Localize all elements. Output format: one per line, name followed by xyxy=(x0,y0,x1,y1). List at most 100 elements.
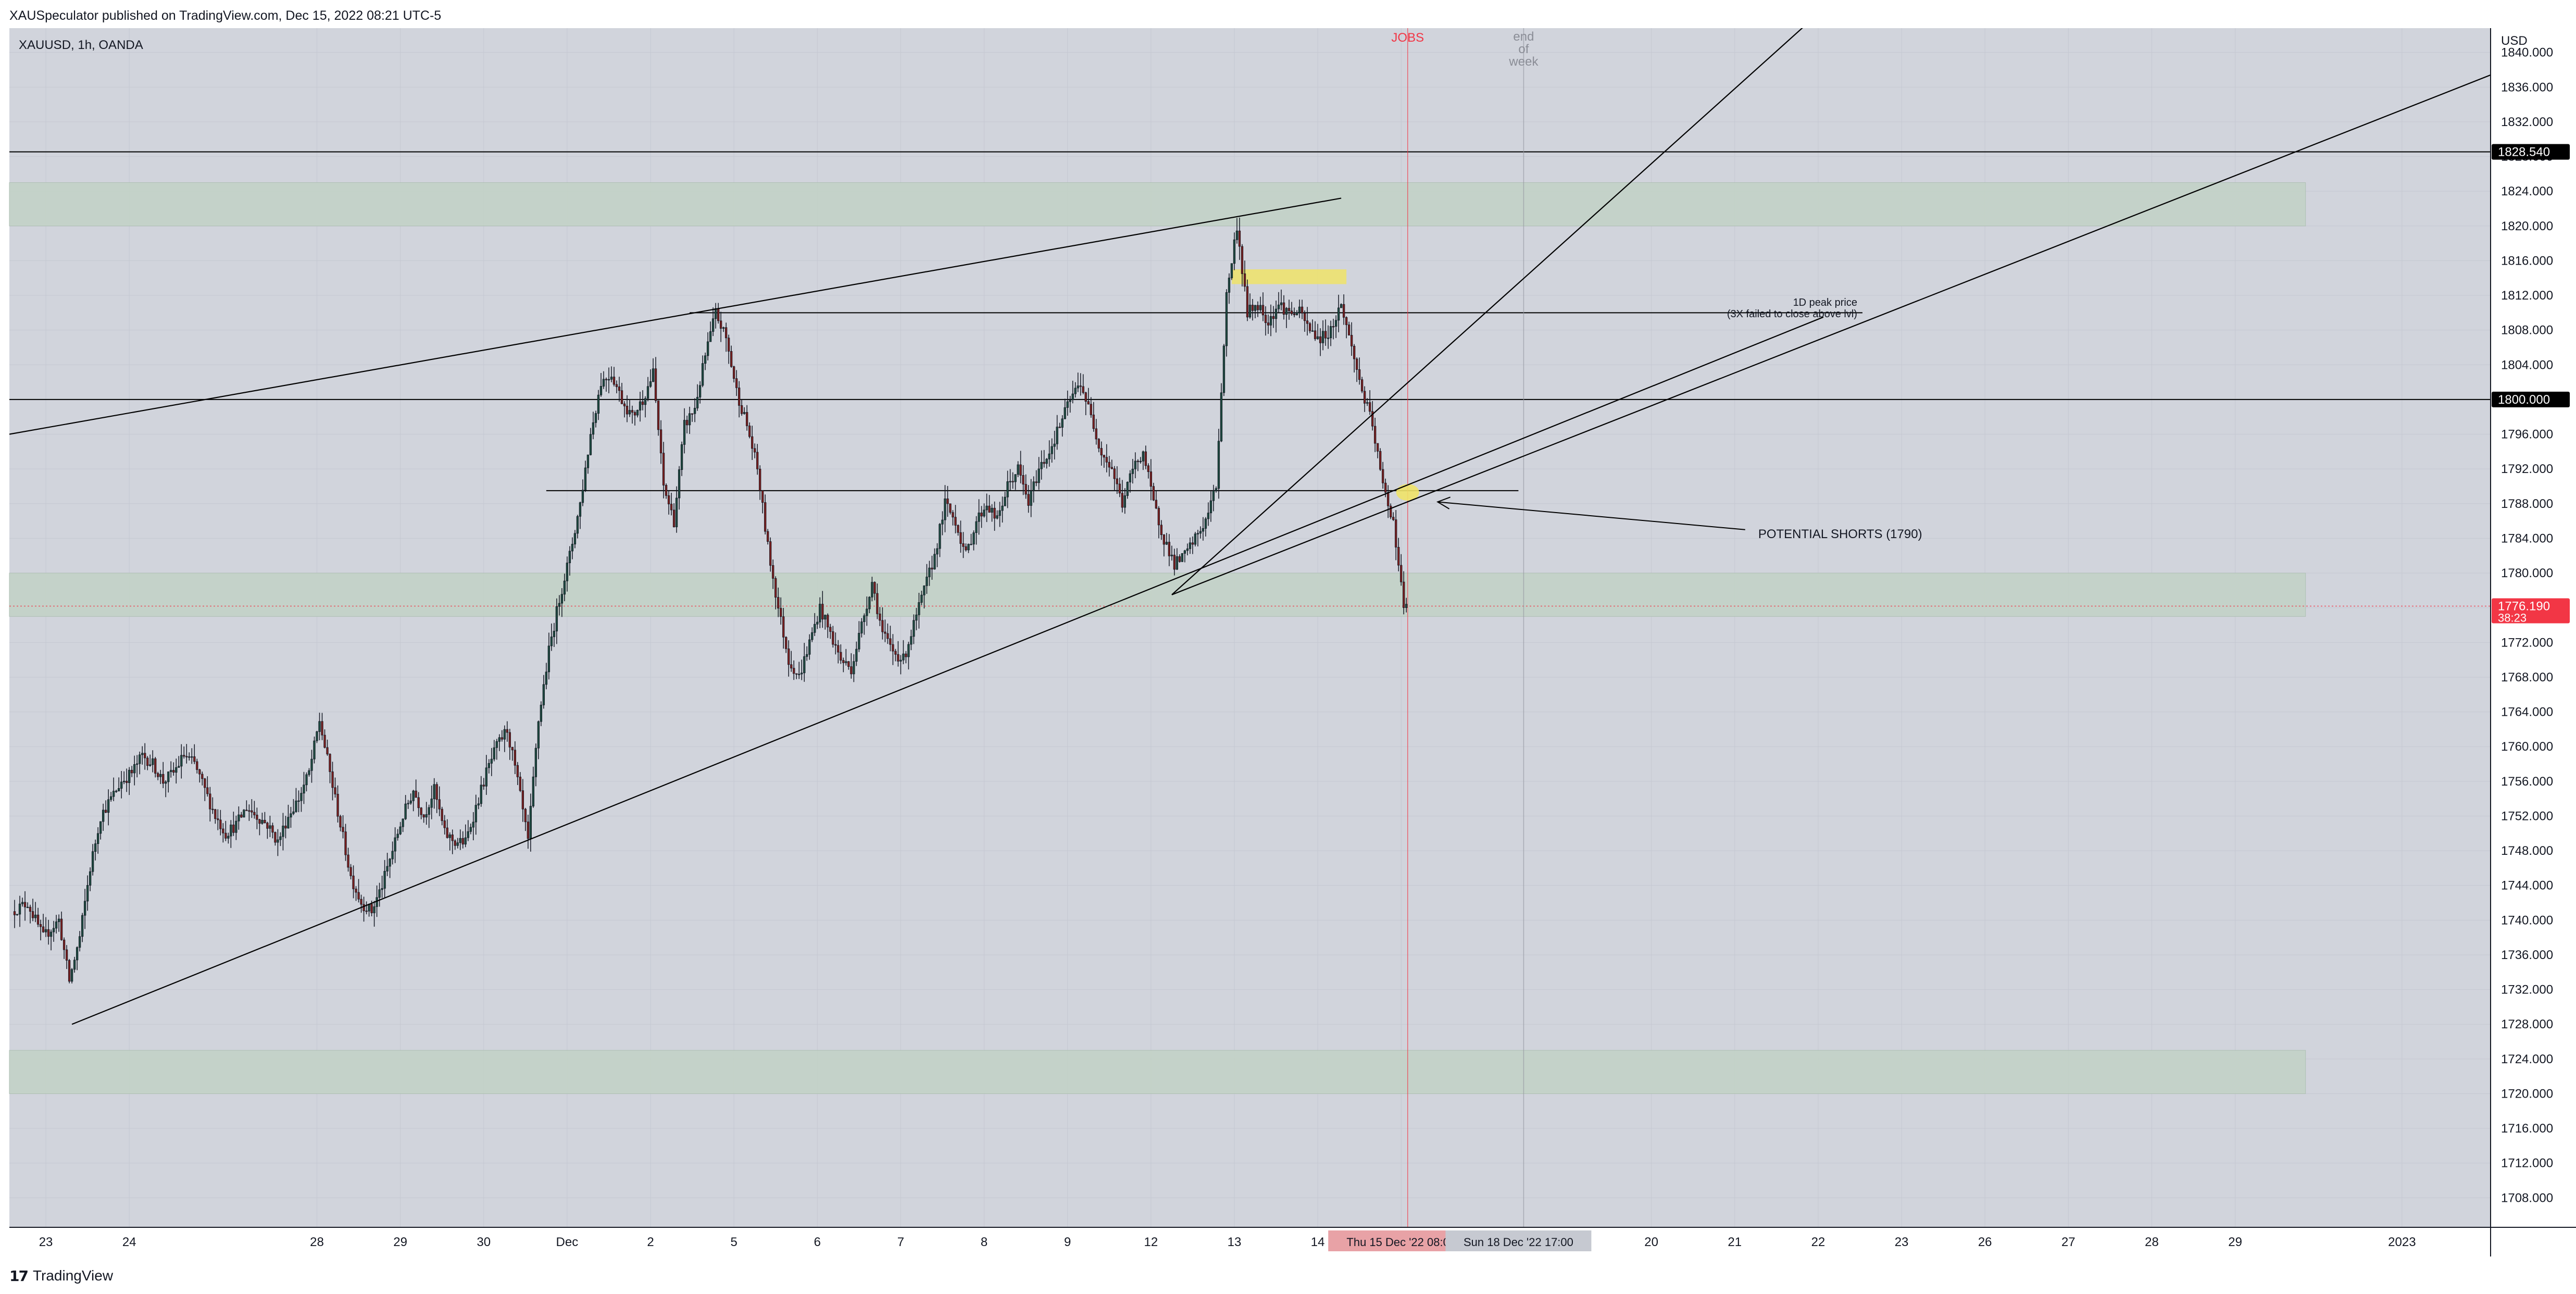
candle-body xyxy=(1308,323,1311,331)
candle-body xyxy=(894,651,897,655)
candle-body xyxy=(933,554,936,570)
y-tick-label: 1804.000 xyxy=(2501,358,2553,372)
candle-body xyxy=(149,764,152,766)
candle-body xyxy=(1069,400,1071,402)
candle-body xyxy=(1369,402,1371,412)
candle-body xyxy=(675,497,678,527)
candle-body xyxy=(386,866,389,872)
candle-body xyxy=(349,867,352,876)
candle-body xyxy=(412,790,415,801)
candle-body xyxy=(21,902,24,904)
candle-body xyxy=(537,721,540,749)
candle-body xyxy=(1364,391,1366,404)
time-axis[interactable]: 2324282930Dec256789121314152021222326272… xyxy=(39,1230,2416,1251)
candle-body xyxy=(36,914,40,925)
candle-body xyxy=(441,808,443,821)
candle-body xyxy=(68,960,71,982)
footer-brand[interactable]: 17 TradingView xyxy=(9,1263,113,1289)
y-tick-label: 1824.000 xyxy=(2501,184,2553,198)
candle-body xyxy=(639,401,642,410)
candle-body xyxy=(1264,315,1267,323)
candle-body xyxy=(1155,500,1158,508)
candle-body xyxy=(451,834,454,841)
candle-body xyxy=(26,906,29,909)
candle-body xyxy=(1144,451,1147,466)
candle-body xyxy=(287,817,290,829)
candle-body xyxy=(83,901,86,916)
candle-body xyxy=(222,828,224,833)
candle-body xyxy=(1071,393,1074,400)
candle-body xyxy=(907,644,910,657)
candle-body xyxy=(1384,482,1387,493)
candle-body xyxy=(516,765,519,777)
candle-body xyxy=(1030,490,1032,506)
candle-body xyxy=(542,684,545,705)
candle-body xyxy=(96,833,99,844)
x-tick-label: 8 xyxy=(981,1235,987,1249)
candle-body xyxy=(884,631,886,634)
candle-body xyxy=(558,603,561,607)
horizontal-levels xyxy=(9,151,2491,607)
candle-body xyxy=(827,615,829,628)
y-tick-label: 1788.000 xyxy=(2501,497,2553,511)
candle-body xyxy=(1116,478,1118,484)
candle-body xyxy=(1097,439,1100,449)
candle-body xyxy=(1327,338,1330,339)
candle-body xyxy=(599,386,603,395)
candle-body xyxy=(162,774,165,784)
candle-body xyxy=(693,407,696,414)
price-axis[interactable]: 1840.0001836.0001832.0001828.0001824.000… xyxy=(2492,46,2570,1205)
candle-body xyxy=(1066,401,1069,408)
candle-body xyxy=(409,800,412,804)
candle-body xyxy=(120,781,123,789)
candle-body xyxy=(965,546,967,551)
candle-body xyxy=(415,790,417,798)
candle-body xyxy=(761,490,764,503)
candle-body xyxy=(811,632,814,640)
candle-body xyxy=(1248,305,1252,318)
candle-body xyxy=(1186,548,1189,551)
candle-body xyxy=(323,735,326,748)
candle-body xyxy=(605,379,608,380)
candle-body xyxy=(368,904,370,912)
candle-body xyxy=(905,653,907,657)
candle-body xyxy=(1100,448,1103,456)
time-highlight-label: Thu 15 Dec '22 08:00 xyxy=(1346,1236,1456,1249)
candle-body xyxy=(918,602,920,615)
price-badge-label: 1828.540 xyxy=(2498,145,2550,159)
candle-body xyxy=(706,341,709,356)
y-tick-label: 1736.000 xyxy=(2501,948,2553,962)
candle-body xyxy=(1392,517,1395,520)
candle-body xyxy=(1212,490,1215,501)
candle-body xyxy=(1152,486,1155,501)
candle-body xyxy=(751,436,754,449)
price-badge-countdown: 38:23 xyxy=(2498,612,2527,625)
y-tick-label: 1780.000 xyxy=(2501,566,2553,580)
candle-body xyxy=(251,810,253,813)
candle-body xyxy=(1092,414,1095,429)
candle-body xyxy=(94,843,97,852)
candle-body xyxy=(553,631,556,637)
candle-body xyxy=(376,897,378,907)
candle-body xyxy=(1314,330,1317,339)
candle-body xyxy=(342,827,344,832)
candle-body xyxy=(482,785,485,787)
candle-body xyxy=(355,888,357,893)
y-tick-label: 1836.000 xyxy=(2501,80,2553,94)
candle-body xyxy=(814,624,816,633)
candle-body xyxy=(801,673,803,675)
candle-body xyxy=(456,842,459,846)
candle-body xyxy=(1207,513,1210,519)
candle-body xyxy=(339,816,342,828)
candle-body xyxy=(180,755,183,767)
annotation-text: 1D peak price xyxy=(1793,297,1857,308)
candle-body xyxy=(157,773,159,777)
candle-body xyxy=(592,422,595,435)
candle-body xyxy=(722,327,725,329)
plot-area[interactable] xyxy=(9,28,2491,1227)
x-tick-label: 2023 xyxy=(2388,1235,2416,1249)
candle-body xyxy=(654,368,657,401)
candle-body xyxy=(824,615,827,620)
candle-body xyxy=(1379,451,1382,470)
